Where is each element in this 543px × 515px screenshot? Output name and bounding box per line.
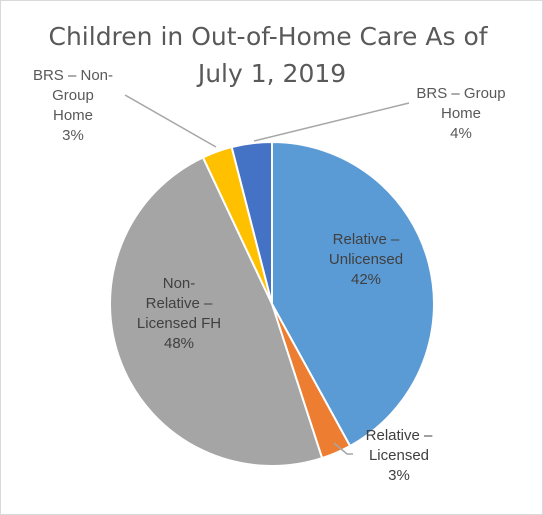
slice-labels: Relative – Unlicensed 42% Relative – License… <box>33 67 506 484</box>
pie-slice-brs-group-home <box>230 141 273 305</box>
slice-label-line: Relative – <box>333 231 400 248</box>
leader-line <box>253 102 410 142</box>
chart-title-line-2: July 1, 2019 <box>196 59 346 88</box>
slice-label-line: Unlicensed <box>329 251 403 268</box>
pie-slice-relative-unlicensed <box>271 141 435 447</box>
slice-label: Relative – Unlicensed 42% <box>329 231 403 288</box>
chart-title-line-1: Children in Out-of-Home Care As of <box>49 22 489 51</box>
slice-label-percent: 3% <box>62 127 84 144</box>
slice-label-line: Licensed FH <box>137 315 221 332</box>
slice-label-line: Group <box>52 87 94 104</box>
slice-label-percent: 4% <box>450 125 472 142</box>
leader-line <box>124 94 217 148</box>
slice-label-line: Licensed <box>369 447 429 464</box>
slice-label-line: Home <box>441 105 481 122</box>
pie-slice-non-relative-licensed-fh <box>109 156 324 467</box>
slice-label-line: BRS – Non- <box>33 67 113 84</box>
slice-label: Relative – Licensed 3% <box>366 427 433 484</box>
pie-slices <box>109 141 435 467</box>
slice-label-line: BRS – Group <box>416 85 505 102</box>
slice-label-line: Non- <box>163 275 196 292</box>
slice-label-line: Home <box>53 107 93 124</box>
slice-label: BRS – Non- Group Home 3% <box>33 67 113 144</box>
slice-label-percent: 48% <box>164 335 194 352</box>
leader-line <box>333 442 353 455</box>
slice-label-percent: 42% <box>351 271 381 288</box>
slice-label-line: Relative – <box>146 295 213 312</box>
slice-label-line: Relative – <box>366 427 433 444</box>
slice-label-percent: 3% <box>388 467 410 484</box>
leader-lines <box>124 94 410 455</box>
slice-label: Non- Relative – Licensed FH 48% <box>137 275 221 352</box>
slice-label: BRS – Group Home 4% <box>416 85 505 142</box>
chart-title: Children in Out-of-Home Care As of July … <box>49 22 496 88</box>
